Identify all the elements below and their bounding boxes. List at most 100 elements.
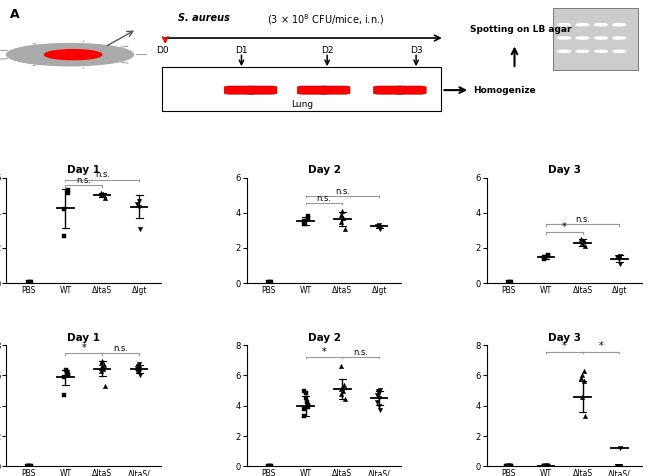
Point <box>373 402 384 409</box>
Point <box>134 360 145 368</box>
Point <box>134 363 145 371</box>
Point <box>96 367 106 375</box>
Point <box>373 387 383 395</box>
Point <box>100 194 110 202</box>
Point <box>265 462 275 469</box>
Point <box>339 381 349 388</box>
Point <box>264 462 275 469</box>
Point <box>97 363 107 371</box>
Point <box>98 190 109 198</box>
Circle shape <box>558 50 570 52</box>
Point <box>579 367 590 375</box>
Text: Spotting on LB agar: Spotting on LB agar <box>470 25 572 34</box>
Point <box>21 462 32 469</box>
Point <box>614 462 625 469</box>
Point <box>132 200 142 208</box>
FancyBboxPatch shape <box>162 67 441 111</box>
Point <box>303 214 313 222</box>
Point <box>375 386 385 394</box>
Point <box>613 462 623 469</box>
Point <box>336 218 347 225</box>
Point <box>614 462 624 469</box>
Circle shape <box>576 24 589 26</box>
Circle shape <box>576 50 589 52</box>
Point <box>579 377 589 385</box>
FancyBboxPatch shape <box>553 8 638 69</box>
Point <box>371 398 382 406</box>
Point <box>579 238 589 245</box>
Point <box>299 413 310 420</box>
Point <box>505 278 515 286</box>
Point <box>63 370 73 378</box>
Text: D3: D3 <box>410 46 422 55</box>
Point <box>575 235 586 243</box>
Point <box>373 223 384 231</box>
Circle shape <box>45 50 102 60</box>
Point <box>96 359 106 367</box>
Point <box>95 189 106 197</box>
Title: Day 3: Day 3 <box>548 165 581 175</box>
FancyBboxPatch shape <box>318 86 350 94</box>
Circle shape <box>594 50 607 52</box>
Point <box>614 462 625 469</box>
Point <box>614 462 625 469</box>
Point <box>299 405 309 413</box>
Text: Homogenize: Homogenize <box>473 86 536 95</box>
Text: n.s.: n.s. <box>575 215 590 224</box>
Point <box>543 462 553 469</box>
Point <box>542 462 552 469</box>
Text: D0: D0 <box>156 46 168 55</box>
Title: Day 2: Day 2 <box>308 333 340 343</box>
Point <box>299 217 309 225</box>
Point <box>132 364 143 372</box>
Circle shape <box>576 37 589 39</box>
Point <box>504 462 515 469</box>
Point <box>614 252 625 260</box>
Point <box>23 278 33 286</box>
Text: n.s.: n.s. <box>316 194 332 203</box>
Point <box>502 462 512 469</box>
Point <box>340 225 351 232</box>
Title: Day 2: Day 2 <box>308 165 340 175</box>
Point <box>25 462 35 469</box>
Point <box>375 407 385 414</box>
Point <box>99 361 110 368</box>
Point <box>539 462 550 469</box>
Title: Day 3: Day 3 <box>548 333 581 343</box>
Circle shape <box>613 50 625 52</box>
Circle shape <box>613 37 625 39</box>
Text: S. aureus: S. aureus <box>178 12 230 22</box>
Point <box>543 251 553 258</box>
Point <box>63 186 73 194</box>
Point <box>336 211 346 219</box>
Point <box>501 462 511 469</box>
Point <box>299 220 310 228</box>
Point <box>336 391 347 398</box>
Point <box>506 462 516 469</box>
Text: Lung: Lung <box>291 100 313 109</box>
Point <box>338 214 349 222</box>
Point <box>539 255 550 263</box>
Circle shape <box>594 37 607 39</box>
Text: D2: D2 <box>321 46 334 55</box>
Point <box>374 389 384 397</box>
Point <box>505 462 515 469</box>
FancyBboxPatch shape <box>395 86 426 94</box>
Point <box>26 278 36 286</box>
Text: *: * <box>562 341 566 351</box>
Point <box>59 391 69 399</box>
Point <box>540 462 551 469</box>
Point <box>134 198 145 205</box>
Point <box>340 395 351 403</box>
Point <box>303 212 313 220</box>
Point <box>576 239 586 247</box>
Point <box>575 375 586 382</box>
Text: n.s.: n.s. <box>76 176 91 185</box>
Point <box>614 462 625 469</box>
Point <box>538 462 549 469</box>
Point <box>265 278 275 286</box>
Point <box>100 382 110 390</box>
Text: *: * <box>321 347 327 357</box>
Point <box>133 203 144 210</box>
Point <box>371 222 382 230</box>
